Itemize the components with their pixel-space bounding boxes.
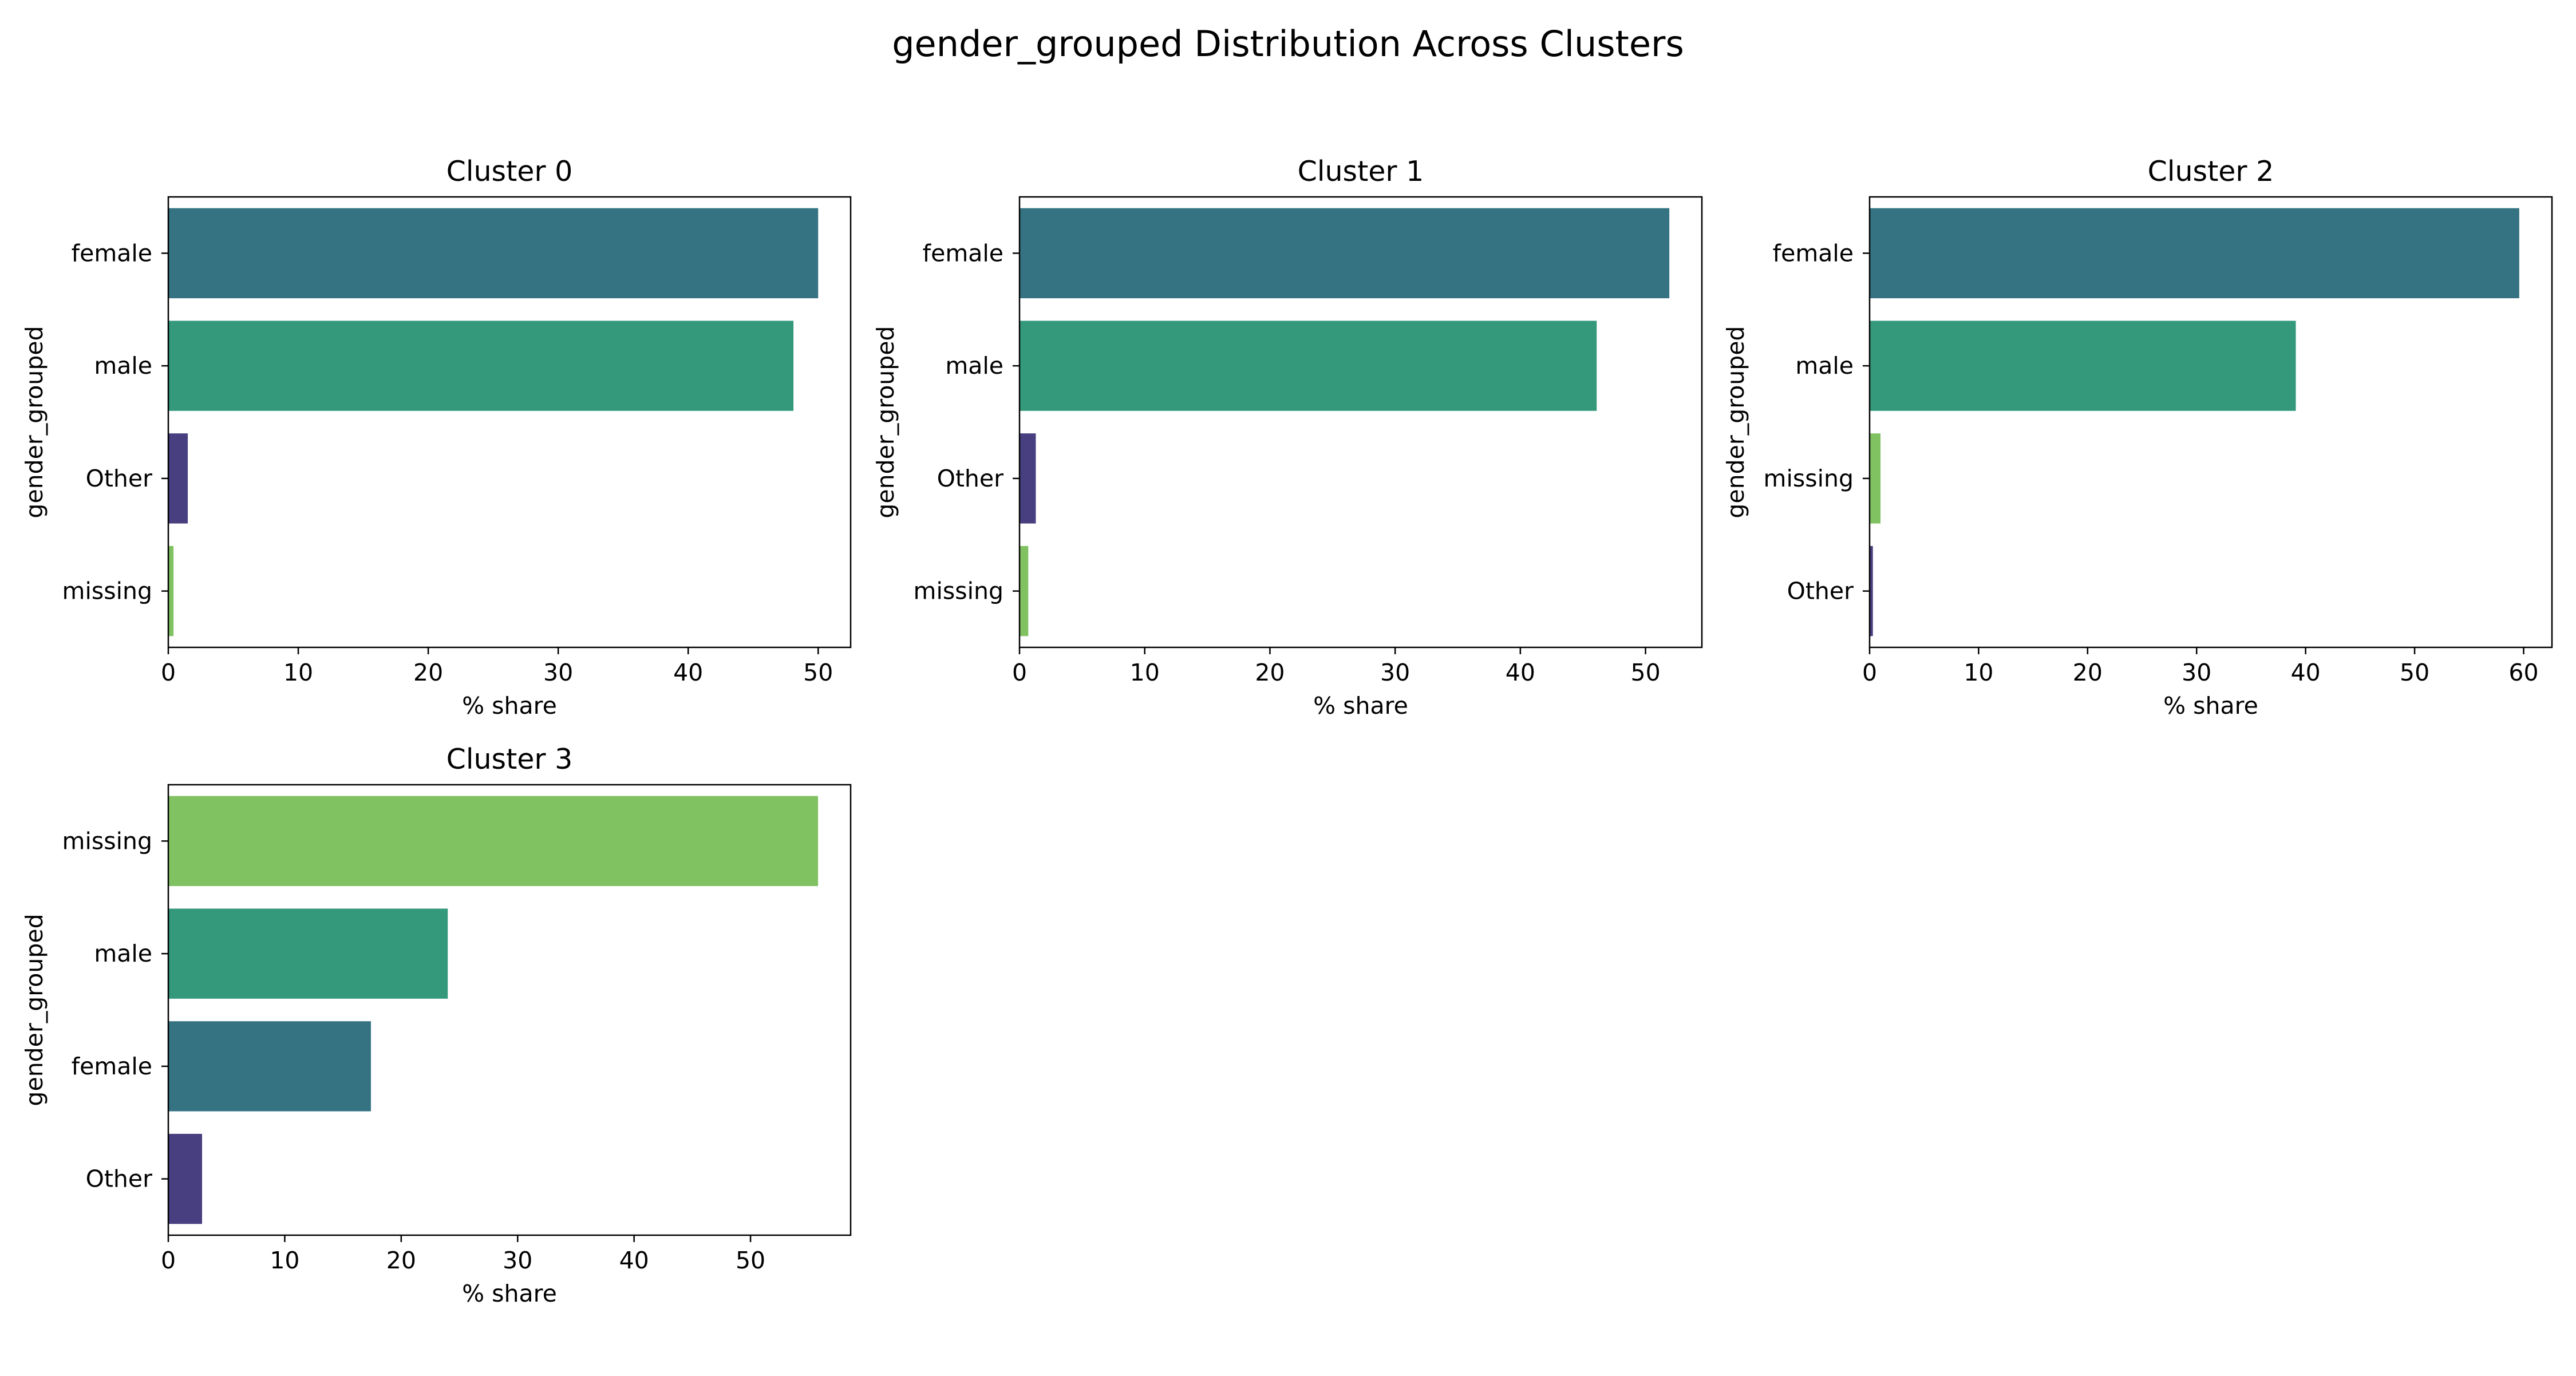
x-tick-label: 10 — [283, 659, 313, 686]
bar-female — [168, 1021, 371, 1112]
x-tick-label: 0 — [161, 659, 176, 686]
y-tick-label: missing — [1764, 465, 1854, 492]
x-tick-label: 50 — [1630, 659, 1660, 686]
x-tick-label: 20 — [2073, 659, 2103, 686]
y-tick-label: male — [94, 352, 152, 379]
x-tick-label: 30 — [503, 1247, 532, 1274]
cluster-panel-3: missing male female Other 0 10 20 30 40 50 Cluster… — [21, 743, 852, 1307]
y-tick-label: missing — [914, 578, 1003, 605]
x-tick-label: 40 — [1506, 659, 1535, 686]
y-tick-label: missing — [62, 578, 152, 605]
x-tick-label: 30 — [543, 659, 573, 686]
bar-female — [1020, 208, 1670, 299]
x-tick-label: 50 — [736, 1247, 765, 1274]
y-tick-label: Other — [86, 465, 153, 492]
x-tick-label: 40 — [673, 659, 703, 686]
bar-missing — [1870, 433, 1881, 524]
axes-frame — [167, 196, 852, 649]
x-axis-label: % share — [462, 692, 557, 719]
x-axis-label: % share — [462, 1280, 557, 1307]
bar-female — [168, 208, 819, 299]
y-tick-label: Other — [86, 1165, 153, 1193]
bar-Other — [1020, 433, 1036, 524]
x-tick-label: 50 — [2400, 659, 2429, 686]
y-tick-label: female — [72, 1053, 152, 1080]
x-axis-label: % share — [2163, 692, 2258, 719]
y-axis-label: gender_grouped — [1722, 326, 1749, 518]
panel-title: Cluster 2 — [2148, 155, 2274, 188]
x-tick-label: 30 — [1380, 659, 1410, 686]
x-axis-label: % share — [1313, 692, 1408, 719]
x-tick-label: 30 — [2182, 659, 2211, 686]
x-tick-label: 10 — [1963, 659, 1993, 686]
bar-Other — [1870, 545, 1873, 636]
bar-female — [1870, 208, 2519, 299]
y-tick-label: missing — [62, 827, 152, 855]
panel-title: Cluster 0 — [447, 155, 573, 188]
bar-Other — [168, 433, 188, 524]
bar-male — [168, 908, 448, 999]
x-tick-label: 40 — [2291, 659, 2321, 686]
panel-title: Cluster 3 — [447, 743, 573, 776]
axes-frame — [1018, 196, 1703, 649]
bar-male — [1870, 321, 2296, 411]
y-tick-label: Other — [937, 465, 1004, 492]
bar-missing — [168, 545, 174, 636]
axes-frame — [1868, 196, 2553, 649]
axes-frame — [167, 784, 852, 1236]
y-axis-label: gender_grouped — [21, 914, 48, 1106]
y-axis-label: gender_grouped — [872, 326, 899, 518]
x-tick-label: 10 — [1130, 659, 1160, 686]
x-tick-label: 10 — [270, 1247, 299, 1274]
bar-missing — [1020, 545, 1029, 636]
x-tick-label: 40 — [619, 1247, 649, 1274]
x-tick-label: 0 — [161, 1247, 176, 1274]
x-tick-label: 20 — [386, 1247, 416, 1274]
figure-title: gender_grouped Distribution Across Clust… — [892, 23, 1684, 65]
x-tick-label: 0 — [1862, 659, 1877, 686]
y-tick-label: female — [72, 239, 152, 267]
cluster-panel-0: female male Other missing 0 10 20 30 40 50 Cluster… — [21, 155, 852, 719]
y-tick-label: female — [923, 239, 1003, 267]
y-axis-label: gender_grouped — [21, 326, 48, 518]
bar-Other — [168, 1133, 202, 1224]
x-tick-label: 50 — [803, 659, 833, 686]
bar-male — [168, 321, 794, 411]
y-tick-label: Other — [1787, 578, 1854, 605]
y-tick-label: male — [1795, 352, 1854, 379]
panel-title: Cluster 1 — [1298, 155, 1424, 188]
cluster-panel-2: female male missing Other 0 10 20 30 40 50 60 Clust… — [1722, 155, 2553, 719]
x-tick-label: 60 — [2508, 659, 2538, 686]
bar-male — [1020, 321, 1597, 411]
x-tick-label: 20 — [413, 659, 443, 686]
y-tick-label: female — [1773, 239, 1854, 267]
y-tick-label: male — [945, 352, 1003, 379]
x-tick-label: 0 — [1012, 659, 1027, 686]
cluster-panel-1: female male Other missing 0 10 20 30 40 50 Cluster… — [872, 155, 1703, 719]
x-tick-label: 20 — [1255, 659, 1285, 686]
y-tick-label: male — [94, 940, 152, 967]
bar-missing — [168, 796, 819, 887]
